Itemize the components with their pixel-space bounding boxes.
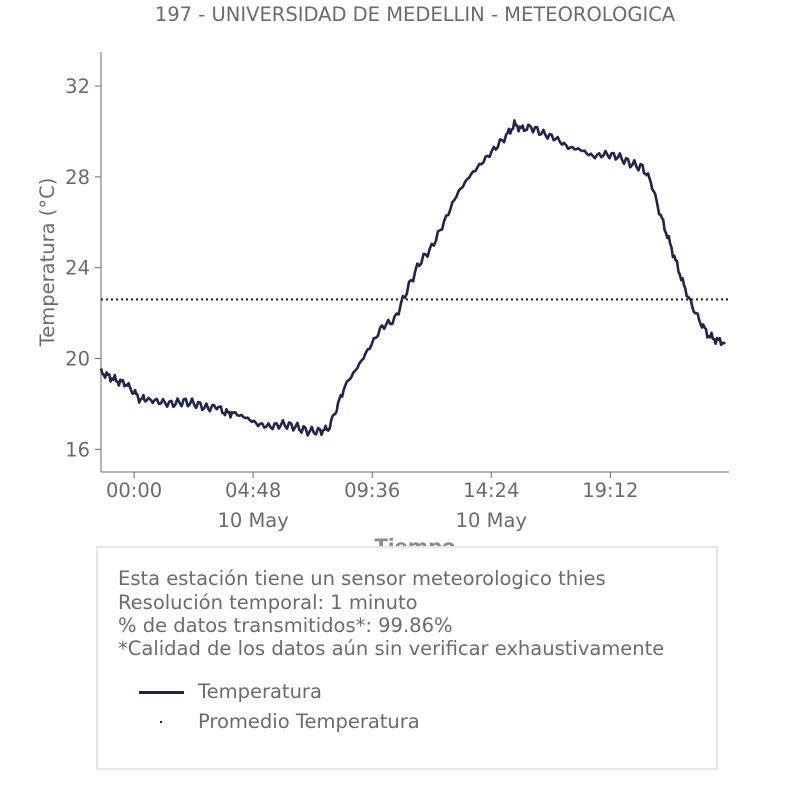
- x-tick-label: 14:24: [463, 479, 519, 502]
- y-tick-label: 28: [65, 166, 90, 189]
- y-tick-label: 24: [65, 257, 90, 280]
- legend-promedio-label: Promedio Temperatura: [198, 710, 420, 733]
- info-quality-text: *Calidad de los datos aún sin verificar …: [118, 637, 665, 660]
- x-tick-date-label: 10 May: [456, 509, 527, 532]
- legend-temperatura-swatch: [139, 691, 184, 694]
- temperatura-line: [99, 119, 726, 437]
- x-tick-label: 19:12: [582, 479, 638, 502]
- info-transmitted-text: % de datos transmitidos*: 99.86%: [118, 614, 453, 637]
- plot-area: 16 20 24 28 32 00:00 04:48 10 May 09:36 14:24 10 M…: [65, 52, 729, 532]
- info-resolution-text: Resolución temporal: 1 minuto: [118, 591, 418, 614]
- x-tick-label: 00:00: [106, 479, 162, 502]
- y-tick-label: 32: [65, 75, 90, 98]
- info-box: Esta estación tiene un sensor meteorolog…: [96, 546, 718, 770]
- legend-temperatura-label: Temperatura: [198, 680, 322, 703]
- x-tick-date-label: 10 May: [217, 509, 288, 532]
- info-sensor-text: Esta estación tiene un sensor meteorolog…: [118, 567, 606, 590]
- x-tick-label: 04:48: [225, 479, 281, 502]
- y-axis-label: Temperatura (°C): [36, 178, 59, 348]
- temperature-chart: 197 - UNIVERSIDAD DE MEDELLIN - METEOROL…: [36, 3, 729, 558]
- legend-promedio-swatch: [160, 721, 162, 723]
- y-tick-label: 20: [65, 347, 90, 370]
- chart-title: 197 - UNIVERSIDAD DE MEDELLIN - METEOROL…: [155, 3, 676, 26]
- x-tick-label: 09:36: [344, 479, 400, 502]
- y-tick-label: 16: [65, 438, 90, 461]
